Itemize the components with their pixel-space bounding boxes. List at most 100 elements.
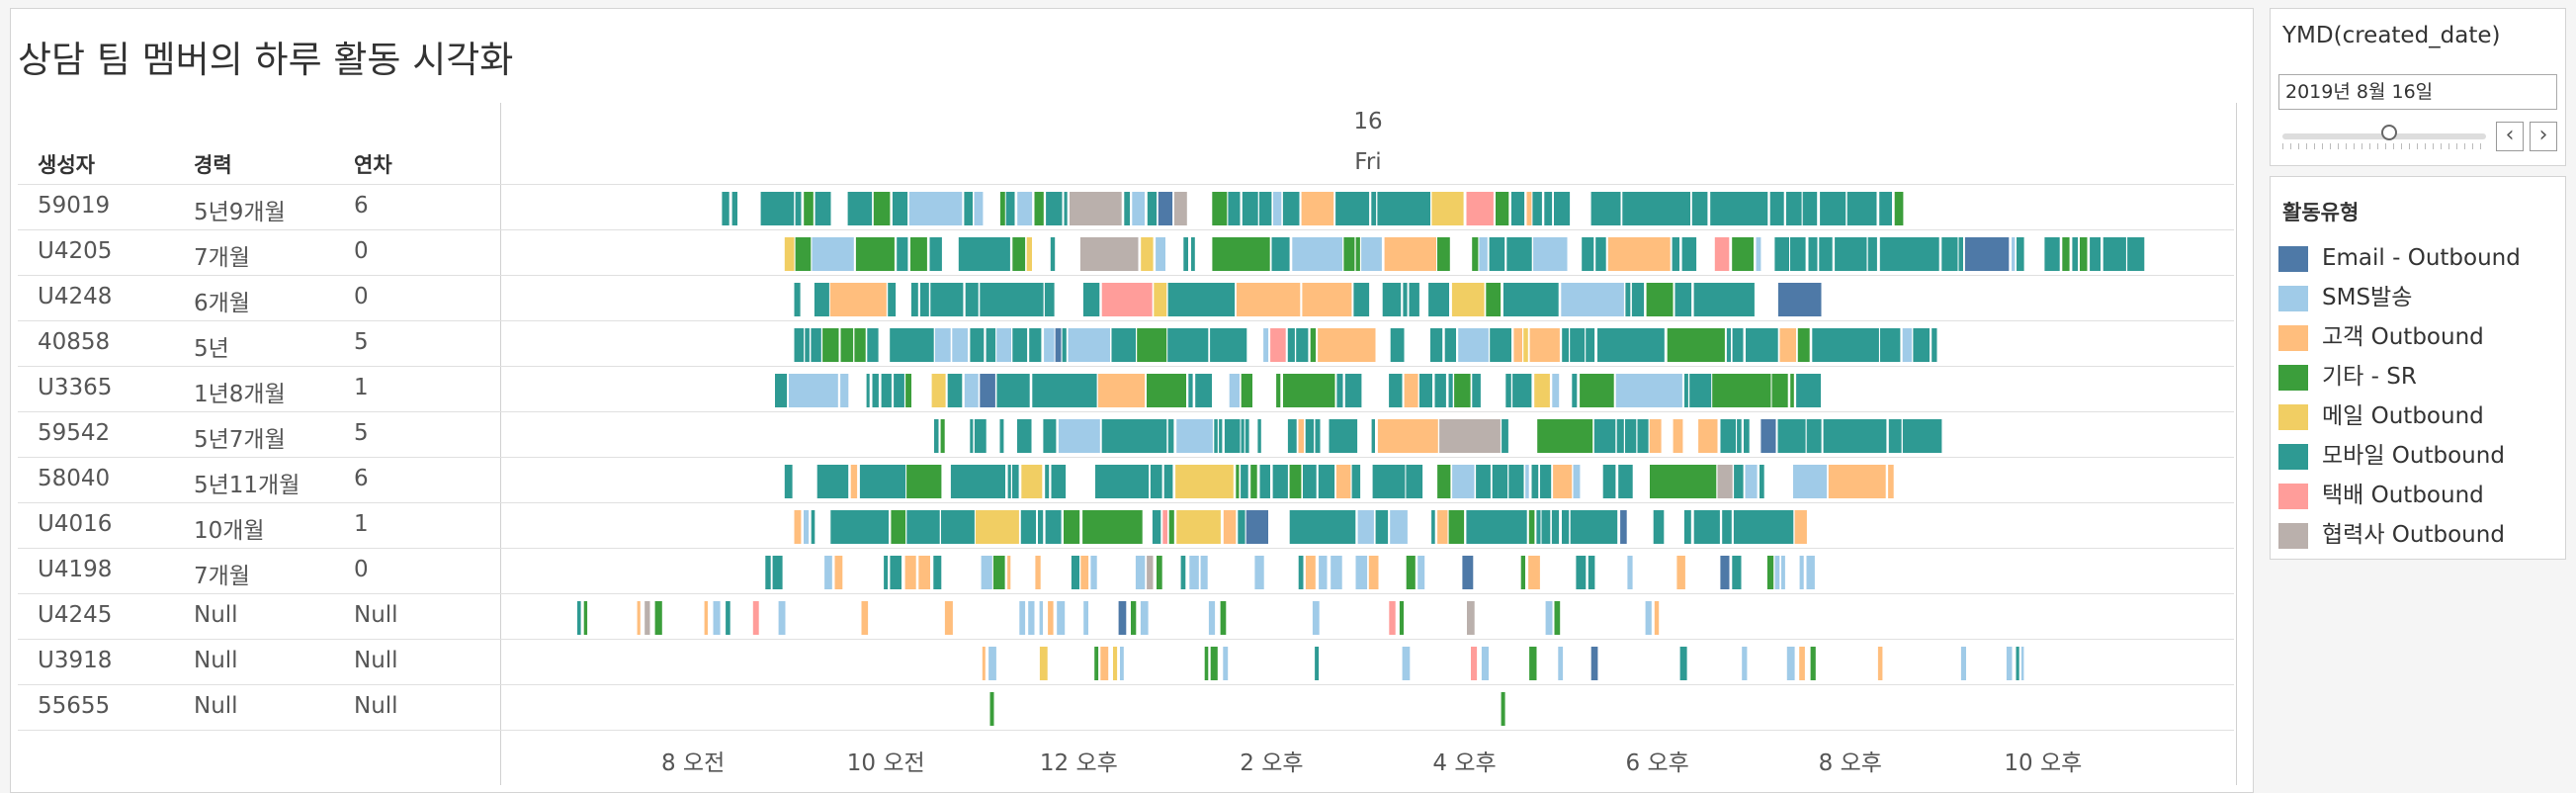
activity-bar: [1532, 192, 1542, 225]
activity-bar: [1645, 601, 1652, 635]
activity-bar: [1902, 328, 1913, 362]
activity-bar: [1732, 556, 1742, 589]
activity-bar: [906, 510, 940, 544]
activity-bar: [1964, 237, 2010, 271]
activity-bar: [822, 328, 839, 362]
legend-swatch: [2278, 484, 2308, 509]
activity-bar: [1582, 237, 1594, 271]
next-date-button[interactable]: ›: [2530, 122, 2557, 151]
activity-bar: [1258, 192, 1272, 225]
activity-bar: [1236, 465, 1240, 498]
activity-bar: [1525, 465, 1529, 498]
activity-bar: [1570, 328, 1586, 362]
activity-bar: [1595, 237, 1606, 271]
row-years-cell: 0: [354, 284, 369, 309]
activity-bar: [1513, 328, 1522, 362]
activity-bar: [577, 601, 581, 635]
activity-bar: [873, 192, 891, 225]
activity-bar: [1012, 328, 1028, 362]
activity-bar: [881, 374, 892, 407]
activity-bar: [2012, 237, 2016, 271]
activity-bar: [1095, 465, 1150, 498]
activity-bar: [1057, 601, 1066, 635]
activity-bar: [1745, 465, 1758, 498]
row-creator-cell: U4248: [38, 284, 113, 309]
row-divider: [18, 639, 2234, 640]
activity-bar: [775, 374, 787, 407]
activity-bar: [1434, 374, 1446, 407]
activity-bar: [1124, 192, 1130, 225]
activity-bar: [1097, 374, 1146, 407]
activity-bar: [855, 237, 895, 271]
activity-bar: [1080, 556, 1089, 589]
legend-label: Email - Outbound: [2322, 245, 2521, 271]
activity-bar: [1298, 556, 1304, 589]
activity-bar: [1035, 556, 1041, 589]
activity-bar: [1505, 374, 1511, 407]
activity-bar: [1691, 192, 1708, 225]
activity-bar: [1625, 419, 1637, 453]
activity-bar: [1276, 374, 1281, 407]
activity-bar: [1720, 556, 1730, 589]
activity-bar: [1236, 283, 1301, 316]
activity-bar: [905, 374, 911, 407]
activity-bar: [1055, 328, 1062, 362]
activity-bar: [1183, 237, 1188, 271]
activity-bar: [1472, 374, 1481, 407]
activity-bar: [1028, 601, 1035, 635]
row-divider: [18, 684, 2234, 685]
activity-bar: [1437, 510, 1448, 544]
activity-bar: [1586, 328, 1595, 362]
activity-bar: [1409, 283, 1419, 316]
activity-bar: [1372, 465, 1406, 498]
activity-bar: [1799, 556, 1804, 589]
activity-bar: [824, 556, 832, 589]
activity-bar: [704, 601, 708, 635]
activity-bar: [890, 556, 902, 589]
activity-bar: [1552, 374, 1560, 407]
activity-bar: [1090, 556, 1097, 589]
activity-bar: [1043, 419, 1057, 453]
activity-bar: [1683, 510, 1691, 544]
activity-bar: [1012, 465, 1019, 498]
row-creator-cell: U4205: [38, 238, 113, 264]
date-input[interactable]: 2019년 8월 16일: [2278, 74, 2557, 110]
activity-bar: [1534, 374, 1550, 407]
activity-bar: [1771, 374, 1788, 407]
activity-bar: [1672, 237, 1679, 271]
date-header-day: 16: [1353, 109, 1383, 134]
activity-bar: [1726, 328, 1731, 362]
activity-bar: [794, 328, 805, 362]
activity-bar: [811, 328, 821, 362]
activity-bar: [1681, 237, 1697, 271]
activity-bar: [1298, 419, 1304, 453]
activity-bar: [1019, 601, 1026, 635]
activity-bar: [2080, 237, 2088, 271]
activity-bar: [1529, 647, 1537, 680]
row-years-cell: 5: [354, 420, 369, 446]
activity-bar: [1796, 374, 1821, 407]
activity-bar: [1353, 283, 1370, 316]
row-years-cell: Null: [354, 693, 398, 719]
activity-bar: [1562, 510, 1570, 544]
activity-bar: [1597, 328, 1665, 362]
activity-bar: [1064, 192, 1068, 225]
activity-bar: [1271, 237, 1290, 271]
row-creator-cell: 59542: [38, 420, 111, 446]
activity-bar: [944, 601, 953, 635]
activity-bar: [814, 283, 829, 316]
prev-date-button[interactable]: ‹: [2496, 122, 2524, 151]
activity-bar: [1960, 647, 1966, 680]
row-years-cell: 0: [354, 557, 369, 582]
date-slider-thumb[interactable]: [2381, 125, 2397, 140]
date-header-weekday: Fri: [1354, 149, 1382, 175]
activity-bar: [1132, 192, 1145, 225]
activity-bar: [1079, 237, 1139, 271]
activity-bar: [1544, 192, 1553, 225]
activity-bar: [1219, 419, 1223, 453]
activity-bar: [815, 192, 831, 225]
activity-bar: [1732, 328, 1744, 362]
activity-bar: [1377, 419, 1438, 453]
activity-bar: [1479, 237, 1488, 271]
activity-bar: [1101, 419, 1167, 453]
